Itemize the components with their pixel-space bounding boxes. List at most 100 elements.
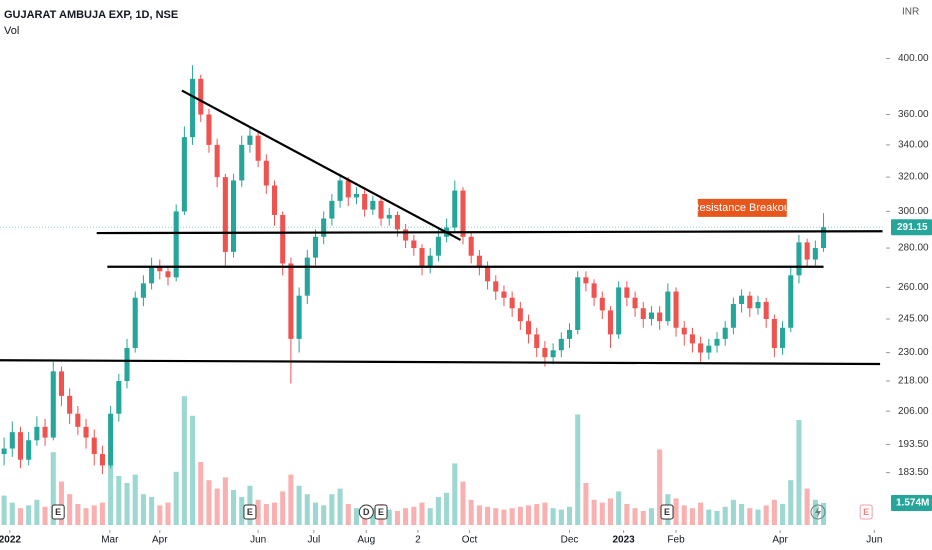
event-badge — [51, 504, 65, 520]
trend-line — [181, 89, 462, 241]
volume-bar — [296, 485, 302, 525]
volume-bar — [648, 508, 654, 525]
candle-body — [394, 214, 400, 230]
volume-bar — [780, 504, 786, 525]
candle-body — [239, 144, 245, 181]
candle-body — [165, 271, 171, 278]
event-badge — [358, 504, 374, 520]
x-tick-label: Apr — [772, 535, 788, 546]
event-marker[interactable]: E — [243, 504, 257, 520]
volume-bar — [181, 396, 187, 525]
candle-body — [583, 277, 589, 284]
volume-bar — [17, 508, 24, 525]
event-label: E — [55, 507, 61, 517]
volume-bar — [75, 504, 81, 525]
candle-body — [640, 308, 646, 320]
candle-body — [337, 180, 343, 201]
candle-body — [485, 267, 491, 282]
volume-bar — [26, 505, 32, 525]
last-price-label: 291.15 — [897, 222, 928, 233]
candle-body — [157, 267, 163, 272]
candle-body — [321, 218, 327, 237]
candle-body — [34, 426, 40, 441]
candle-body — [17, 432, 24, 460]
candle-body — [706, 345, 712, 353]
candle-body — [616, 287, 622, 335]
volume-bar — [411, 506, 417, 525]
volume-bar — [763, 505, 769, 525]
candle-body — [460, 190, 466, 237]
volume-title: Vol — [4, 25, 19, 37]
volume-bar — [222, 477, 228, 525]
candle-body — [247, 135, 253, 145]
event-marker[interactable]: E — [660, 504, 674, 520]
candle-body — [730, 304, 736, 328]
volume-bar — [173, 471, 179, 525]
volume-bar — [403, 508, 409, 525]
volume-bar — [460, 481, 466, 525]
y-tick-label: 183.50 — [898, 467, 929, 478]
candle-body — [763, 301, 769, 320]
event-badge — [660, 504, 674, 520]
candle-body — [67, 395, 73, 414]
volume-bar — [526, 505, 532, 525]
volume-bar — [575, 414, 581, 525]
x-tick-label: 2 — [415, 535, 421, 546]
volume-bar — [591, 499, 597, 525]
candle-body — [75, 413, 81, 427]
candle-body — [149, 267, 155, 284]
volume-bar — [34, 499, 40, 525]
candle-body — [124, 347, 130, 382]
y-tick-label: 193.50 — [898, 439, 929, 450]
candle-body — [476, 255, 482, 268]
candle-body — [362, 193, 368, 210]
volume-bar — [312, 502, 319, 525]
volume-bar — [255, 499, 261, 525]
event-marker[interactable]: E — [51, 504, 65, 520]
volume-bar — [337, 488, 343, 525]
y-tick-label: 400.00 — [898, 53, 929, 64]
candle-body — [1, 448, 7, 455]
flash-icon[interactable] — [810, 504, 826, 520]
candle-body — [116, 381, 122, 414]
volume-bar — [214, 488, 220, 525]
volume-bar — [485, 506, 491, 525]
volume-bar — [632, 508, 638, 525]
event-marker[interactable]: D — [358, 504, 374, 520]
event-marker[interactable]: E — [374, 504, 388, 520]
candle-body — [26, 440, 32, 460]
x-tick-label: 2022 — [0, 535, 21, 546]
candle-body — [222, 177, 228, 252]
volume-bar — [329, 494, 335, 525]
candle-body — [427, 255, 433, 268]
event-marker[interactable]: E — [859, 504, 873, 520]
candle-body — [526, 321, 532, 335]
candle-body — [566, 329, 573, 339]
candle-body — [771, 319, 777, 348]
candle-body — [345, 180, 351, 198]
candle-body — [50, 371, 56, 438]
volume-bar — [435, 497, 441, 525]
y-tick-label: 206.00 — [898, 406, 929, 417]
candle-body — [722, 327, 728, 339]
candle-body — [198, 78, 204, 115]
y-tick-label: 320.00 — [898, 172, 929, 183]
event-label: D — [363, 507, 370, 517]
x-tick-label: Oct — [462, 535, 478, 546]
candle-body — [599, 297, 605, 311]
flash-bolt[interactable] — [815, 506, 821, 518]
volume-bar — [386, 509, 392, 525]
volume-bar — [108, 457, 114, 525]
volume-bar — [755, 509, 761, 525]
candle-body — [255, 135, 261, 161]
volume-bar — [99, 502, 105, 525]
candle-body — [575, 277, 581, 330]
candle-body — [108, 413, 114, 466]
volume-bar — [706, 509, 712, 525]
candle-body — [58, 371, 64, 396]
volume-bar — [796, 420, 802, 525]
volume-bar — [304, 494, 310, 525]
volume-bar — [689, 508, 695, 525]
volume-bar — [190, 415, 196, 525]
candle-body — [435, 236, 441, 256]
